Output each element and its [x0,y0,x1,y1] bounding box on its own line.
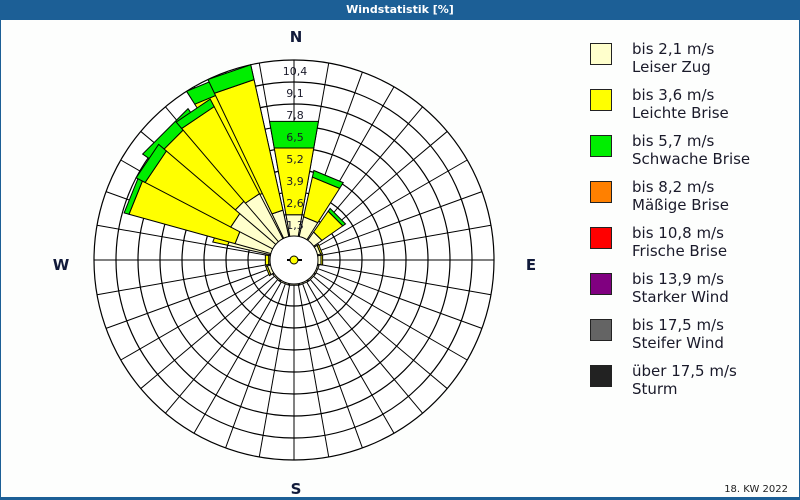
legend-item-maessige-brise: bis 8,2 m/s Mäßige Brise [590,178,790,224]
legend-range: bis 5,7 m/s [632,132,715,150]
legend-swatch [590,43,612,65]
legend-swatch [590,181,612,203]
legend-range: bis 10,8 m/s [632,224,724,242]
legend-swatch [590,319,612,341]
legend-swatch [590,227,612,249]
legend-swatch [590,135,612,157]
legend-label: Leiser Zug [632,58,711,76]
legend-label: Frische Brise [632,242,728,260]
compass-north-label: N [290,28,303,46]
wind-sector-segment [207,64,255,94]
legend-item-steifer-wind: bis 17,5 m/s Steifer Wind [590,316,790,362]
legend-range: bis 8,2 m/s [632,178,715,196]
inner-circle [269,235,319,285]
wind-sector-segment [135,143,168,184]
wind-sector-segment [327,207,347,227]
radial-tick-label: 1,3 [286,219,304,232]
legend-range: bis 2,1 m/s [632,40,715,58]
legend-range: über 17,5 m/s [632,362,737,380]
radial-tick-label: 2,6 [286,197,304,210]
legend-label: Sturm [632,380,678,398]
legend-item-starker-wind: bis 13,9 m/s Starker Wind [590,270,790,316]
legend-label: Leichte Brise [632,104,729,122]
wind-sectors [123,64,347,286]
legend-swatch [590,89,612,111]
legend-item-sturm: über 17,5 m/s Sturm [590,362,790,408]
legend-item-leichte-brise: bis 3,6 m/s Leichte Brise [590,86,790,132]
week-label: 18. KW 2022 [724,484,788,495]
radial-tick-label: 3,9 [286,175,304,188]
legend-swatch [590,365,612,387]
window-title: Windstatistik [%] [0,0,800,20]
legend-swatch [590,273,612,295]
legend: bis 2,1 m/s Leiser Zug bis 3,6 m/s Leichte… [590,40,790,408]
radial-tick-labels: 1,3 2,6 3,9 5,2 6,5 7,8 9,1 10,4 [283,65,308,232]
wind-sector-segment [175,98,215,130]
radial-tick-label: 9,1 [286,87,304,100]
wind-sector-segment [320,254,324,266]
wind-sector-segment [268,120,320,149]
legend-range: bis 3,6 m/s [632,86,715,104]
legend-range: bis 17,5 m/s [632,316,724,334]
legend-item-leiser-zug: bis 2,1 m/s Leiser Zug [590,40,790,86]
compass-south-label: S [291,480,302,498]
legend-label: Mäßige Brise [632,196,729,214]
radial-tick-label: 6,5 [286,131,304,144]
legend-range: bis 13,9 m/s [632,270,724,288]
window-bottom-border [0,497,800,500]
legend-item-schwache-brise: bis 5,7 m/s Schwache Brise [590,132,790,178]
radial-tick-label: 5,2 [286,153,304,166]
wind-sector-segment [316,243,324,255]
wind-sector-segment [311,169,345,189]
wind-sector-segment [264,265,272,277]
legend-label: Starker Wind [632,288,729,306]
compass-west-label: W [53,256,70,274]
compass-east-label: E [526,256,536,274]
radial-tick-label: 10,4 [283,65,308,78]
radial-tick-label: 7,8 [286,109,304,122]
legend-item-frische-brise: bis 10,8 m/s Frische Brise [590,224,790,270]
legend-label: Steifer Wind [632,334,724,352]
wind-sector-segment [264,254,270,266]
legend-label: Schwache Brise [632,150,751,168]
